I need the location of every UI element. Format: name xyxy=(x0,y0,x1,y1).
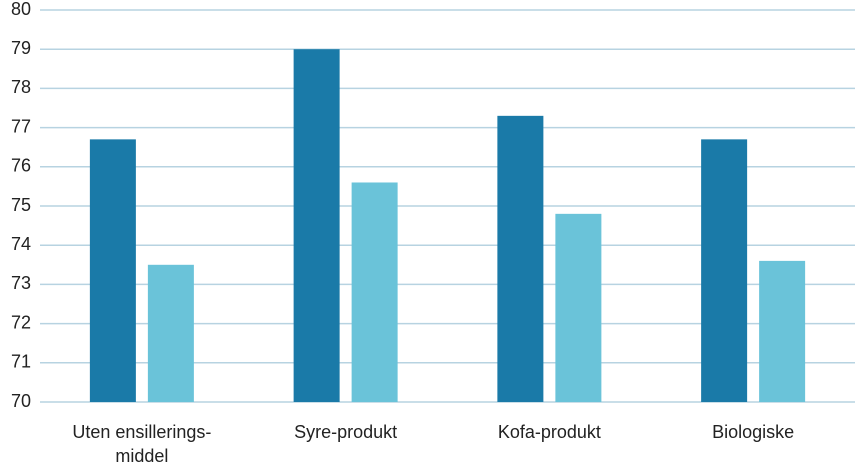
bar xyxy=(147,264,194,402)
y-tick-label: 75 xyxy=(11,195,31,215)
x-tick-label: Biologiske xyxy=(712,422,795,442)
y-tick-label: 77 xyxy=(11,116,31,136)
x-tick-label: Uten ensillerings- middel xyxy=(72,422,212,466)
y-tick-label: 74 xyxy=(11,234,31,254)
x-tick-label: Syre-produkt xyxy=(294,422,398,442)
y-tick-label: 73 xyxy=(11,273,31,293)
bar xyxy=(89,139,136,403)
bar xyxy=(497,115,544,402)
y-tick-label: 71 xyxy=(11,352,31,372)
y-tick-label: 78 xyxy=(11,77,31,97)
bar xyxy=(293,49,340,402)
bar xyxy=(555,213,602,402)
y-tick-label: 70 xyxy=(11,391,31,411)
bar xyxy=(701,139,748,403)
bar xyxy=(351,182,398,402)
y-tick-label: 80 xyxy=(11,0,31,19)
x-tick-label: Kofa-produkt xyxy=(497,422,601,442)
y-tick-label: 72 xyxy=(11,312,31,332)
y-tick-label: 79 xyxy=(11,38,31,58)
bar xyxy=(759,260,806,402)
y-tick-label: 76 xyxy=(11,156,31,176)
